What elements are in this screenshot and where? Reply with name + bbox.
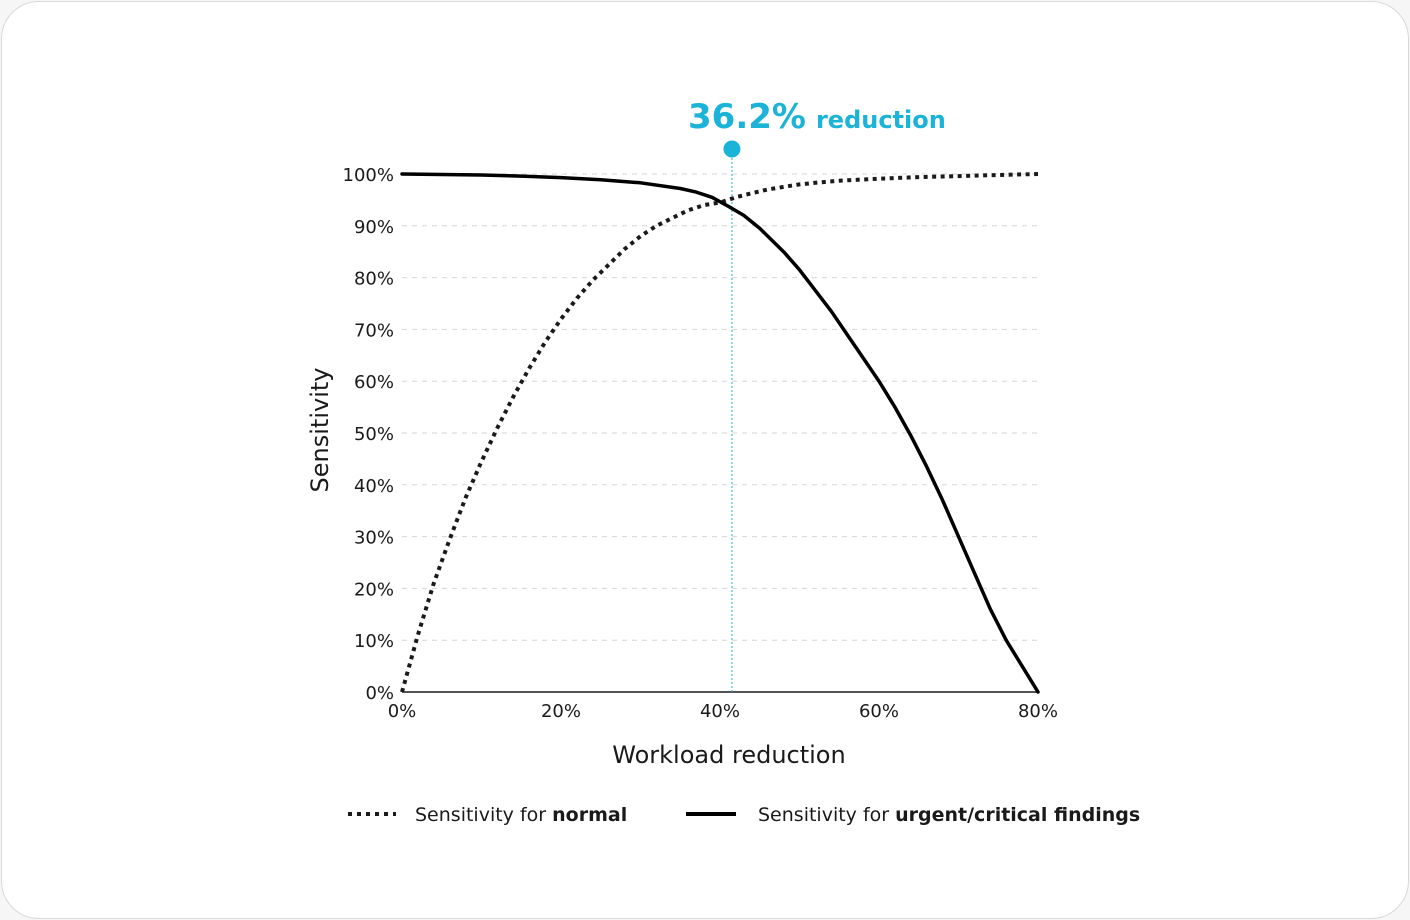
legend-label-urgent-prefix: Sensitivity for	[758, 804, 895, 826]
x-tick-label-60: 60%	[859, 701, 899, 722]
annotation-value: 36.2%	[688, 97, 806, 137]
x-tick-label-80: 80%	[1018, 701, 1058, 722]
y-tick-label-80: 80%	[354, 269, 394, 290]
y-tick-labels: 0% 10% 20% 30% 40% 50% 60% 70% 80% 90% 100%	[343, 165, 394, 704]
legend-label-normal: Sensitivity for normal	[415, 804, 627, 826]
series-line-urgent	[400, 172, 1040, 694]
x-tick-label-20: 20%	[541, 701, 581, 722]
y-tick-label-60: 60%	[354, 372, 394, 393]
x-tick-labels: 0% 20% 40% 60% 80%	[388, 701, 1058, 722]
x-axis-title: Workload reduction	[612, 741, 845, 769]
y-tick-label-70: 70%	[354, 320, 394, 341]
series-line-normal	[400, 172, 1039, 693]
annotation: 36.2% reduction	[688, 97, 946, 692]
y-tick-label-50: 50%	[354, 424, 394, 445]
y-tick-label-0: 0%	[365, 683, 394, 704]
y-tick-label-40: 40%	[354, 476, 394, 497]
y-tick-label-90: 90%	[354, 217, 394, 238]
legend-label-urgent: Sensitivity for urgent/critical findings	[758, 804, 1140, 826]
legend-label-normal-emphasis: normal	[552, 804, 627, 826]
y-tick-label-30: 30%	[354, 528, 394, 549]
x-tick-label-0: 0%	[388, 701, 417, 722]
x-tick-label-40: 40%	[700, 701, 740, 722]
grid-lines	[402, 173, 1038, 641]
annotation-marker	[723, 140, 741, 158]
y-tick-label-100: 100%	[343, 165, 394, 186]
legend-label-urgent-emphasis: urgent/critical findings	[895, 804, 1140, 826]
y-tick-label-10: 10%	[354, 631, 394, 652]
y-axis-title: Sensitivity	[306, 368, 334, 493]
legend: Sensitivity for normal Sensitivity for u…	[348, 804, 1140, 826]
legend-label-normal-prefix: Sensitivity for	[415, 804, 552, 826]
annotation-text: 36.2% reduction	[688, 97, 946, 137]
series-lines	[400, 172, 1040, 694]
y-tick-label-20: 20%	[354, 579, 394, 600]
annotation-label: reduction	[816, 106, 946, 134]
